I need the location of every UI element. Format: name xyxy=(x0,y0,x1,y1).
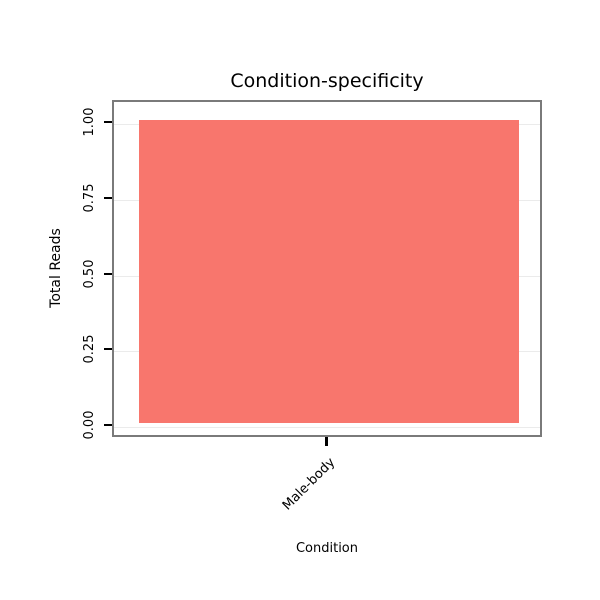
y-tick-mark xyxy=(104,424,112,426)
y-tick-label: 1.00 xyxy=(82,107,97,137)
x-axis-title: Condition xyxy=(295,541,359,556)
y-axis-title: Total Reads xyxy=(48,228,64,308)
x-tick-mark xyxy=(325,437,328,446)
y-tick-mark xyxy=(104,272,112,275)
y-tick-mark xyxy=(104,121,112,123)
y-tick-label: 0.00 xyxy=(82,410,97,440)
y-tick-label: 0.25 xyxy=(82,334,97,364)
y-gridline xyxy=(114,427,540,428)
bar-male-body xyxy=(139,120,519,423)
y-tick-label: 0.50 xyxy=(82,259,97,288)
y-tick-label: 0.75 xyxy=(82,183,97,213)
y-tick-mark xyxy=(104,348,112,351)
x-tick-label-male-body: Male-body xyxy=(280,455,339,514)
y-tick-mark xyxy=(104,196,112,199)
chart-title: Condition-specificity xyxy=(230,70,424,92)
plot-panel xyxy=(112,100,542,437)
